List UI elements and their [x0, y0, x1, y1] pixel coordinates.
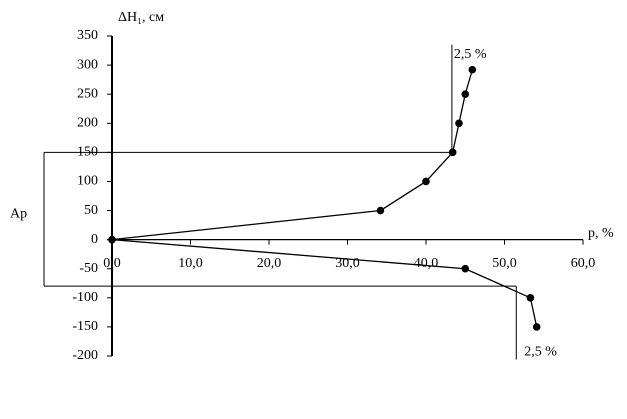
x-tick-label: 60,0 [571, 256, 596, 271]
x-tick-label: 0,0 [103, 256, 121, 271]
point [448, 148, 457, 157]
layer-label: Ap [10, 206, 27, 221]
point [526, 294, 535, 302]
x-tick-label: 50,0 [492, 256, 517, 271]
y-tick-label: 250 [77, 86, 98, 101]
curve [111, 69, 473, 241]
point [422, 177, 430, 186]
point [468, 65, 477, 74]
y-tick-label: -100 [72, 290, 98, 305]
x-axis-label: p, % [588, 226, 614, 241]
y-tick-label: -150 [72, 319, 98, 334]
y-tick-label: 50 [84, 203, 98, 218]
y-tick-label: -200 [72, 348, 98, 363]
y-tick-label: 0 [91, 232, 98, 247]
point [376, 206, 385, 215]
x-tick-label: 20,0 [257, 256, 282, 271]
x-tick-label: 40,0 [414, 256, 439, 271]
point [532, 323, 541, 331]
reference-label: 2,5 % [524, 345, 557, 360]
y-tick-label: 100 [77, 174, 98, 189]
y-axis-label: ΔH₁, см [118, 10, 164, 25]
point [461, 90, 470, 98]
y-tick-label: 300 [77, 57, 98, 72]
y-tick-label: 350 [77, 28, 98, 43]
y-tick-label: 200 [77, 115, 98, 130]
point [461, 264, 470, 273]
point [455, 119, 463, 128]
point [108, 235, 116, 244]
reference-label: 2,5 % [454, 47, 487, 62]
curve [111, 238, 538, 328]
x-tick-label: 10,0 [178, 256, 203, 271]
y-tick-label: -50 [79, 261, 98, 276]
